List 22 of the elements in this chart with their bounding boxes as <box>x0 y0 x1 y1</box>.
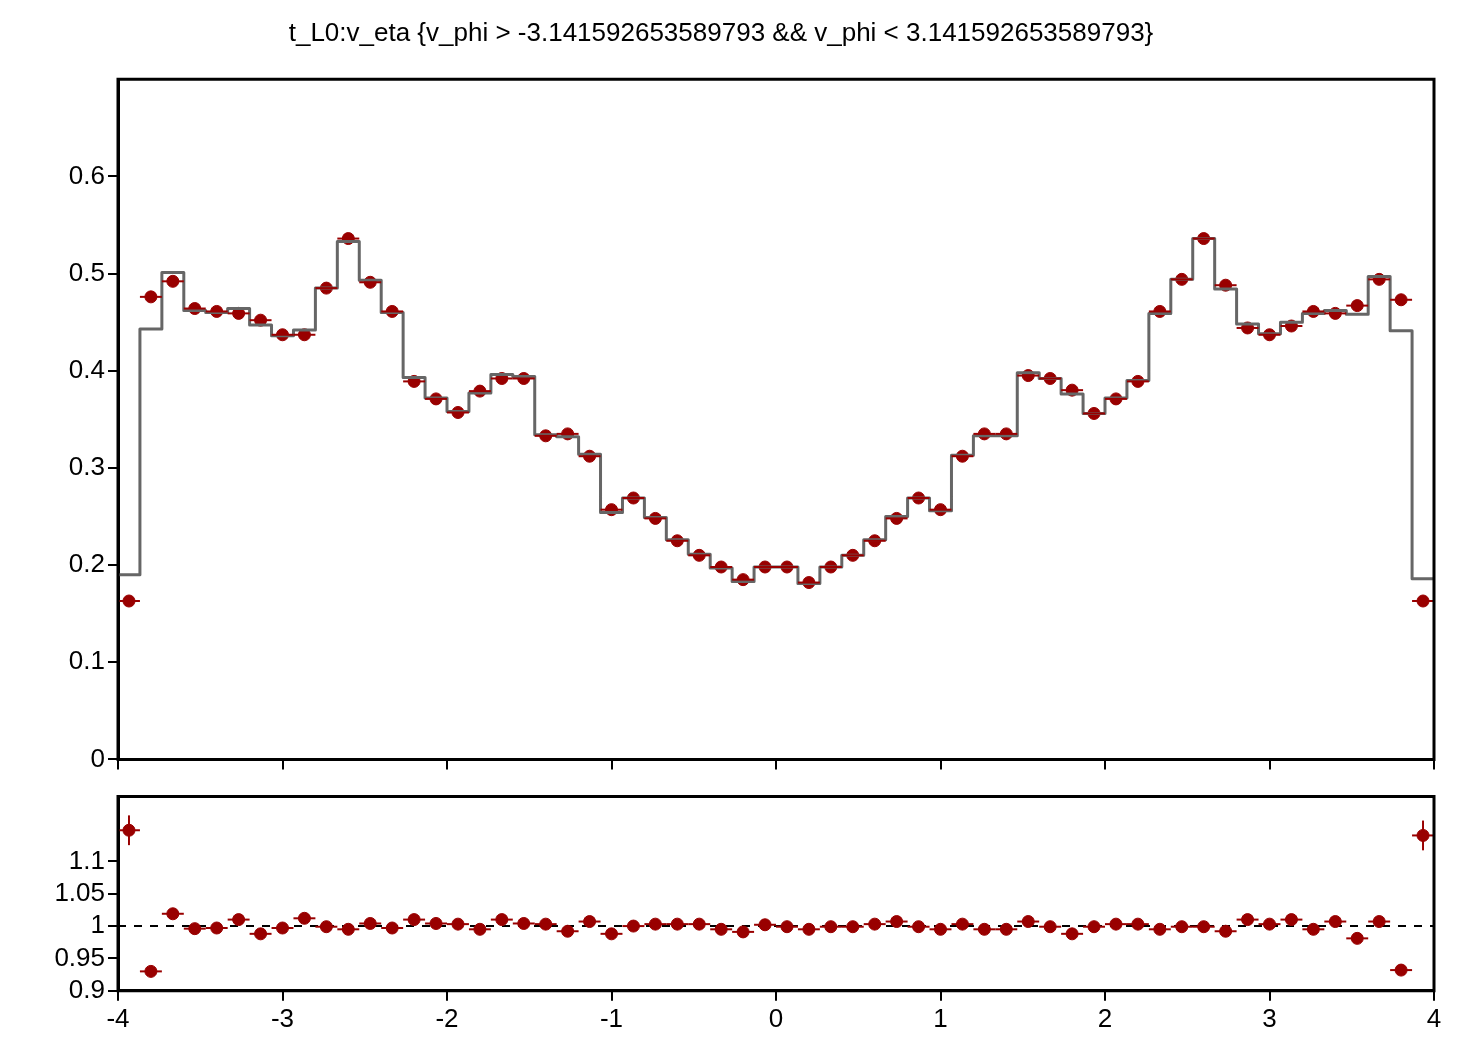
y-tick-label: 0 <box>90 742 105 773</box>
y-tick-label: 0.5 <box>68 256 105 287</box>
x-tick-label: -1 <box>599 1002 624 1033</box>
y-tick-label: 0.9 <box>68 973 105 1004</box>
x-tick-label: 4 <box>1426 1002 1442 1033</box>
x-tick-label: -2 <box>435 1002 459 1033</box>
x-tick-label: -4 <box>106 1002 130 1033</box>
y-tick-label: 1.05 <box>54 876 105 907</box>
x-tick-label: 1 <box>933 1002 948 1033</box>
y-tick-label: 0.1 <box>68 645 105 676</box>
y-tick-label: 0.95 <box>54 941 105 972</box>
y-tick-label: 0.6 <box>68 159 105 190</box>
y-tick-label: 0.4 <box>68 353 105 384</box>
x-tick-label: 0 <box>768 1002 784 1033</box>
x-tick-label: 3 <box>1262 1002 1277 1033</box>
x-tick-label: -3 <box>270 1002 295 1033</box>
x-tick-label: 2 <box>1097 1002 1113 1033</box>
y-tick-label: 0.2 <box>68 548 105 579</box>
y-tick-label: 1.1 <box>68 844 105 875</box>
chart-title: t_L0:v_eta {v_phi > -3.141592653589793 && v_phi < 3.141592653589793} <box>288 16 1154 47</box>
y-tick-label: 1 <box>90 909 105 940</box>
y-tick-label: 0.3 <box>68 451 105 482</box>
